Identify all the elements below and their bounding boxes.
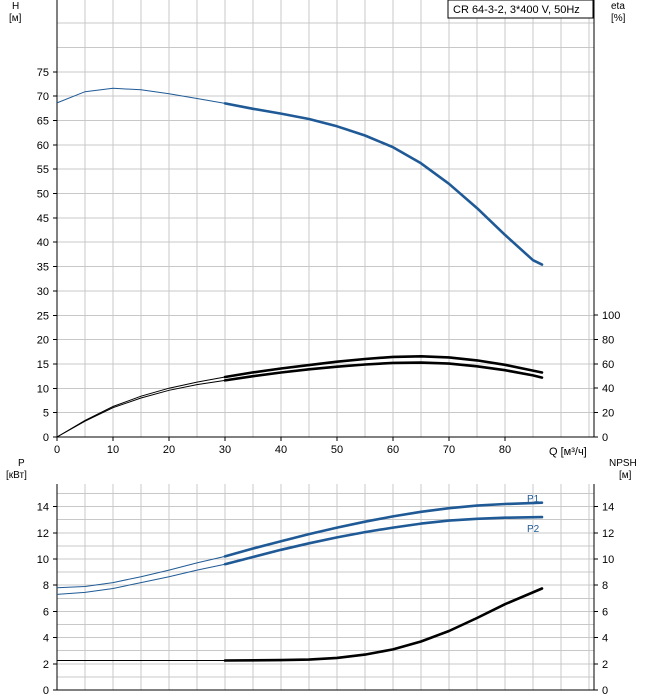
head-tick-label: 70	[37, 91, 49, 103]
p2-curve-thin	[56, 563, 226, 595]
npsh-tick-label: 2	[602, 659, 608, 671]
flow-tick-label: 10	[107, 444, 119, 456]
npsh-tick-label: 4	[602, 633, 608, 645]
p1-curve-thin	[56, 555, 226, 589]
flow-tick-label: 40	[275, 444, 287, 456]
head-tick-label: 75	[37, 67, 49, 79]
top-panel-grid	[56, 0, 594, 438]
eta-tick-label: 80	[602, 334, 614, 346]
power-tick-label: 4	[43, 633, 49, 645]
chart-title: CR 64-3-2, 3*400 V, 50Hz	[453, 4, 580, 16]
power-tick-label: 2	[43, 659, 49, 671]
head-tick-label: 10	[37, 383, 49, 395]
power-axis-title: P	[18, 458, 25, 469]
head-tick-label: 65	[37, 115, 49, 127]
head-tick-label: 25	[37, 310, 49, 322]
flow-axis-label: Q [м³/ч]	[549, 446, 587, 458]
head-tick-label: 45	[37, 213, 49, 225]
power-tick-label: 10	[37, 554, 49, 566]
power-axis-unit: [кВт]	[6, 470, 27, 481]
eta-tick-label: 40	[602, 383, 614, 395]
head-tick-label: 40	[37, 237, 49, 249]
power-tick-label: 12	[37, 528, 49, 540]
eta-tick-label: 100	[602, 310, 620, 322]
efficiency-curve-lower-thin	[56, 379, 226, 438]
npsh-axis-title: NPSH	[609, 458, 637, 469]
head-curve-thin	[56, 87, 226, 104]
p2-series-label: P2	[527, 524, 540, 535]
npsh-axis-unit: [м]	[619, 470, 632, 481]
flow-tick-label: 70	[443, 444, 455, 456]
head-tick-label: 60	[37, 140, 49, 152]
head-tick-label: 50	[37, 189, 49, 201]
flow-tick-label: 60	[387, 444, 399, 456]
eta-axis-unit: [%]	[611, 13, 626, 24]
p1-series-label: P1	[527, 494, 540, 505]
npsh-tick-label: 0	[602, 685, 608, 697]
p2-curve-thick	[223, 515, 544, 566]
head-tick-label: 15	[37, 359, 49, 371]
head-tick-label: 30	[37, 286, 49, 298]
head-axis-title: H	[12, 1, 19, 12]
head-axis-unit: [м]	[9, 13, 22, 24]
head-curve-thick	[223, 102, 544, 266]
eta-tick-label: 60	[602, 359, 614, 371]
head-tick-label: 20	[37, 335, 49, 347]
power-tick-label: 14	[37, 502, 49, 514]
npsh-tick-label: 14	[602, 502, 614, 514]
npsh-tick-label: 10	[602, 554, 614, 566]
efficiency-curve-lower-thick	[223, 361, 544, 382]
power-tick-label: 8	[43, 580, 49, 592]
head-tick-label: 55	[37, 164, 49, 176]
power-tick-label: 0	[43, 685, 49, 697]
efficiency-curve-upper-thin	[56, 376, 226, 438]
head-tick-label: 5	[43, 408, 49, 420]
eta-tick-label: 20	[602, 408, 614, 420]
flow-tick-label: 0	[54, 444, 60, 456]
efficiency-curve-upper-thick	[223, 355, 544, 379]
eta-tick-label: 0	[602, 432, 608, 444]
flow-tick-label: 80	[499, 444, 511, 456]
flow-tick-label: 30	[219, 444, 231, 456]
flow-tick-label: 50	[331, 444, 343, 456]
npsh-tick-label: 8	[602, 580, 608, 592]
head-tick-label: 35	[37, 262, 49, 274]
npsh-tick-label: 12	[602, 528, 614, 540]
chart-axes	[53, 0, 598, 691]
eta-axis-title: eta	[611, 1, 625, 12]
tick-labels: 0510152025303540455055606570750204060801…	[37, 67, 621, 697]
npsh-curve-thick	[223, 587, 544, 662]
chart-curves	[56, 87, 544, 662]
flow-tick-label: 20	[163, 444, 175, 456]
head-tick-label: 0	[43, 432, 49, 444]
p1-curve-thick	[223, 501, 544, 558]
chart-title-box	[447, 0, 594, 19]
power-tick-label: 6	[43, 606, 49, 618]
npsh-tick-label: 6	[602, 606, 608, 618]
